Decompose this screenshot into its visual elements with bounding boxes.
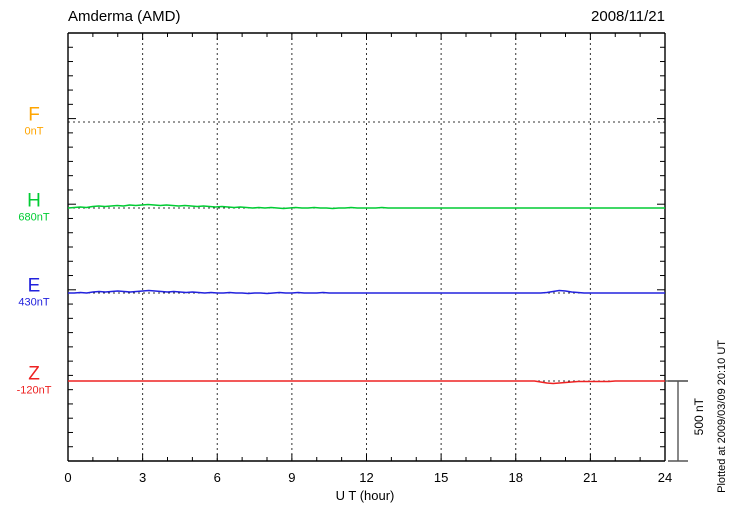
trace-layer [67, 203, 665, 385]
x-tick-label-9: 9 [288, 470, 296, 485]
component-label-z: Z -120nT [4, 365, 64, 398]
x-tick-label-24: 24 [657, 470, 673, 485]
x-tick-label-0: 0 [64, 470, 72, 485]
component-baseline-z: -120nT [16, 384, 52, 397]
station-title: Amderma (AMD) [68, 8, 181, 25]
component-baseline-h: 680nT [18, 211, 50, 224]
component-letter-h: H [27, 190, 41, 212]
component-letter-e: E [27, 275, 41, 297]
component-label-e: E 430nT [4, 277, 64, 310]
axis-layer [67, 32, 666, 462]
x-tick-label-21: 21 [583, 470, 598, 485]
component-baseline-f: 0nT [24, 125, 44, 138]
scalebar-group [665, 380, 688, 462]
x-tick-label-6: 6 [213, 470, 221, 485]
x-tick-label-12: 12 [359, 470, 374, 485]
x-tick-label-18: 18 [508, 470, 523, 485]
x-tick-label-15: 15 [433, 470, 449, 485]
plotted-timestamp: Plotted at 2009/03/09 20:10 UT [716, 340, 728, 493]
component-label-f: F 0nT [4, 106, 64, 139]
x-axis-title: U T (hour) [335, 488, 395, 503]
component-label-h: H 680nT [4, 192, 64, 225]
component-letter-f: F [28, 104, 40, 126]
component-letter-z: Z [28, 363, 40, 385]
component-baseline-e: 430nT [18, 296, 50, 309]
grid-layer [68, 33, 665, 461]
scalebar-label: 500 nT [692, 398, 706, 436]
plot-date: 2008/11/21 [591, 8, 665, 25]
x-tick-label-3: 3 [139, 470, 147, 485]
